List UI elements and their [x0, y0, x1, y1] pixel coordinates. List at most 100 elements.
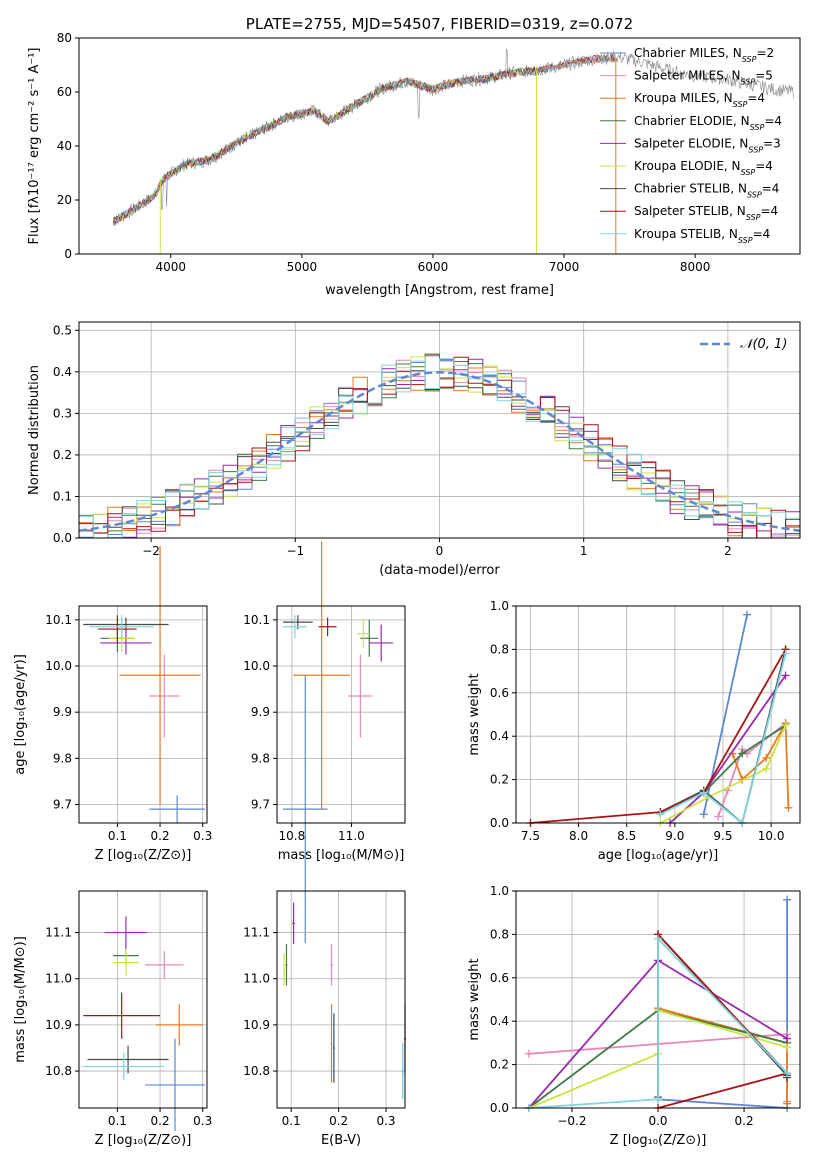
weight-marker [762, 764, 771, 773]
y-tick-label: 11.0 [243, 972, 270, 986]
y-tick-label: 10.9 [243, 1018, 270, 1032]
weight-line [530, 648, 787, 824]
x-tick-label: 0.3 [193, 829, 212, 843]
axes-frame [515, 890, 801, 1109]
x-tick-label: 0.0 [648, 1114, 667, 1128]
x-tick-label: 0.1 [108, 1114, 127, 1128]
y-tick-label: 0.0 [53, 531, 72, 545]
x-tick-label: 0.2 [329, 1114, 348, 1128]
y-tick-label: 11.1 [243, 926, 270, 940]
y-tick-label: 80 [57, 31, 72, 45]
y-tick-label: 9.8 [53, 751, 72, 765]
y-tick-label: 0.4 [53, 365, 72, 379]
x-tick-label: 11.0 [338, 829, 365, 843]
axes-frame [276, 890, 406, 1109]
weight-marker [743, 610, 752, 619]
axes-frame [276, 605, 406, 824]
x-axis-label: mass [log₁₀(M/M⊙)] [278, 848, 405, 863]
axes-frame [515, 605, 801, 824]
x-tick-label: 0.1 [282, 1114, 301, 1128]
x-axis-label: Z [log₁₀(Z/Z⊙)] [95, 1133, 192, 1148]
x-tick-label: 8.0 [569, 829, 588, 843]
weight-vs-age-panel: 7.5 8.0 8.5 9.0 9.5 10.0 0.0 0.2 0.4 0.6 0.8 1.0 age… [467, 599, 801, 863]
x-tick-label: 0.2 [151, 829, 170, 843]
legend-label: Chabrier MILES, NSSP=2 [634, 46, 774, 64]
weight-marker [656, 810, 665, 819]
weight-marker [524, 1049, 533, 1058]
y-tick-label: 9.7 [251, 798, 270, 812]
x-tick-label: −1 [286, 544, 304, 558]
y-tick-label: 10.0 [45, 659, 72, 673]
weight-marker [699, 788, 708, 797]
x-tick-label: 4000 [155, 260, 186, 274]
y-tick-label: 0.4 [490, 729, 509, 743]
x-axis-label: Z [log₁₀(Z/Z⊙)] [95, 848, 192, 863]
residual-panel: −2 −1 0 1 2 0.0 0.1 0.2 0.3 0.4 0.5 (data-model)/er… [27, 321, 801, 578]
x-axis-label: age [log₁₀(age/yr)] [598, 848, 719, 863]
mass-vs-z-panel: 0.1 0.2 0.3 10.8 10.9 11.0 11.1 Z [log₁₀(Z/Z⊙)]… [13, 890, 212, 1148]
weight-line [659, 653, 787, 825]
weight-marker [781, 649, 790, 658]
mass-vs-ebv-panel: 0.1 0.2 0.3 10.8 10.9 11.0 11.1 E(B-V) [243, 890, 406, 1148]
x-tick-label: 0 [436, 544, 444, 558]
chart-title: PLATE=2755, MJD=54507, FIBERID=0319, z=0… [246, 15, 633, 33]
y-tick-label: 10.1 [45, 613, 72, 627]
spectrum-lines [112, 48, 794, 254]
x-tick-label: 0.2 [151, 1114, 170, 1128]
y-tick-label: 0.0 [490, 816, 509, 830]
age-vs-z-panel: 0.1 0.2 0.3 9.7 9.8 9.9 10.0 10.1 Z [log₁₀(Z/Z⊙)… [13, 545, 212, 863]
weight-marker [762, 753, 771, 762]
x-tick-label: 7000 [549, 260, 580, 274]
x-tick-label: 2 [724, 544, 732, 558]
weight-marker [783, 1069, 792, 1078]
x-tick-label: 8.5 [617, 829, 636, 843]
legend-label: Salpeter STELIB, NSSP=4 [634, 204, 778, 222]
weight-marker [784, 803, 793, 812]
legend-label: Chabrier ELODIE, NSSP=4 [634, 114, 782, 132]
weight-marker [783, 1099, 792, 1108]
model-spectrum-line [112, 54, 616, 222]
x-tick-label: 7.5 [521, 829, 540, 843]
x-tick-label: −2 [142, 544, 160, 558]
legend-label: Chabrier STELIB, NSSP=4 [634, 182, 779, 200]
legend-label: Kroupa ELODIE, NSSP=4 [634, 159, 773, 177]
model-spectrum-line [112, 66, 539, 223]
weight-marker [654, 934, 662, 943]
weight-marker [783, 1034, 792, 1043]
x-tick-label: 9.0 [665, 829, 684, 843]
y-tick-label: 1.0 [490, 884, 509, 898]
y-axis-label: mass weight [467, 958, 482, 1040]
spectrum-panel: PLATE=2755, MJD=54507, FIBERID=0319, z=0… [27, 15, 801, 298]
y-tick-label: 20 [57, 193, 72, 207]
model-spectrum-line [112, 54, 617, 223]
weight-line [657, 1007, 788, 1104]
y-tick-label: 0.4 [490, 1014, 509, 1028]
y-tick-label: 0.2 [490, 1058, 509, 1072]
y-tick-label: 10.8 [243, 1064, 270, 1078]
x-tick-label: 0.3 [193, 1114, 212, 1128]
y-axis-label: Normed distribution [27, 365, 42, 495]
y-tick-label: 40 [57, 139, 72, 153]
weight-marker [783, 895, 792, 904]
y-tick-label: 0.8 [490, 642, 509, 656]
y-tick-label: 9.7 [53, 798, 72, 812]
y-tick-label: 0.8 [490, 927, 509, 941]
x-tick-label: −0.2 [557, 1114, 586, 1128]
y-tick-label: 9.9 [53, 705, 72, 719]
age-vs-mass-panel: 10.8 11.0 9.7 9.8 9.9 10.0 10.1 mass [log₁₀(M/M… [243, 541, 406, 944]
y-tick-label: 0.2 [490, 773, 509, 787]
y-tick-label: 0.1 [53, 489, 72, 503]
axes-frame [78, 605, 208, 824]
x-axis-label: Z [log₁₀(Z/Z⊙)] [610, 1133, 707, 1148]
y-tick-label: 9.8 [251, 751, 270, 765]
histograms [79, 353, 800, 538]
weight-marker [699, 810, 708, 819]
y-tick-label: 10.1 [243, 613, 270, 627]
y-tick-label: 0.3 [53, 406, 72, 420]
y-tick-label: 10.0 [243, 659, 270, 673]
weight-marker [714, 812, 723, 821]
weight-line [659, 725, 787, 824]
model-spectrum-line [112, 52, 616, 226]
y-axis-label: mass weight [467, 673, 482, 755]
x-tick-label: 8000 [680, 260, 711, 274]
